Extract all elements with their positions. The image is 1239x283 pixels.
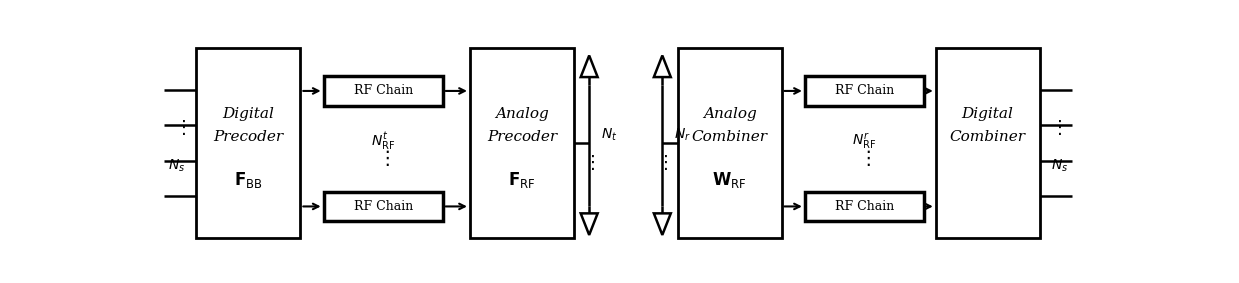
Text: Combiner: Combiner <box>691 130 768 144</box>
Text: $N_{\mathrm{RF}}^{r}$: $N_{\mathrm{RF}}^{r}$ <box>852 131 876 151</box>
Text: RF Chain: RF Chain <box>353 84 413 97</box>
Polygon shape <box>581 55 597 77</box>
Text: $\vdots$: $\vdots$ <box>377 148 389 168</box>
Bar <box>323 192 442 221</box>
Polygon shape <box>654 55 670 77</box>
Text: $N_s$: $N_s$ <box>1051 158 1068 174</box>
Bar <box>470 48 574 238</box>
Text: $\vdots$: $\vdots$ <box>657 153 668 172</box>
Text: $\vdots$: $\vdots$ <box>584 153 595 172</box>
Text: $N_t$: $N_t$ <box>601 127 617 143</box>
Text: $\mathbf{F}_{\mathrm{BB}}$: $\mathbf{F}_{\mathrm{BB}}$ <box>234 170 263 190</box>
Text: RF Chain: RF Chain <box>353 200 413 213</box>
Bar <box>805 76 924 106</box>
Text: Analog: Analog <box>703 107 757 121</box>
Polygon shape <box>654 213 670 235</box>
Bar <box>197 48 300 238</box>
Bar <box>678 48 782 238</box>
Text: Digital: Digital <box>961 107 1014 121</box>
Text: Precoder: Precoder <box>487 130 556 144</box>
Bar <box>323 76 442 106</box>
Text: $\mathbf{W}_{\mathrm{RF}}$: $\mathbf{W}_{\mathrm{RF}}$ <box>712 170 747 190</box>
Text: RF Chain: RF Chain <box>835 84 895 97</box>
Text: $\vdots$: $\vdots$ <box>1049 118 1062 137</box>
Polygon shape <box>581 213 597 235</box>
Text: $N_r$: $N_r$ <box>674 127 691 143</box>
Text: Digital: Digital <box>223 107 274 121</box>
Text: $\vdots$: $\vdots$ <box>175 118 186 137</box>
Text: Precoder: Precoder <box>213 130 284 144</box>
Bar <box>935 48 1040 238</box>
Text: $N_{\mathrm{RF}}^{t}$: $N_{\mathrm{RF}}^{t}$ <box>372 130 395 152</box>
Bar <box>805 192 924 221</box>
Text: Combiner: Combiner <box>949 130 1026 144</box>
Text: $N_s$: $N_s$ <box>167 158 185 174</box>
Text: $\vdots$: $\vdots$ <box>859 148 871 168</box>
Text: RF Chain: RF Chain <box>835 200 895 213</box>
Text: Analog: Analog <box>494 107 549 121</box>
Text: $\mathbf{F}_{\mathrm{RF}}$: $\mathbf{F}_{\mathrm{RF}}$ <box>508 170 535 190</box>
